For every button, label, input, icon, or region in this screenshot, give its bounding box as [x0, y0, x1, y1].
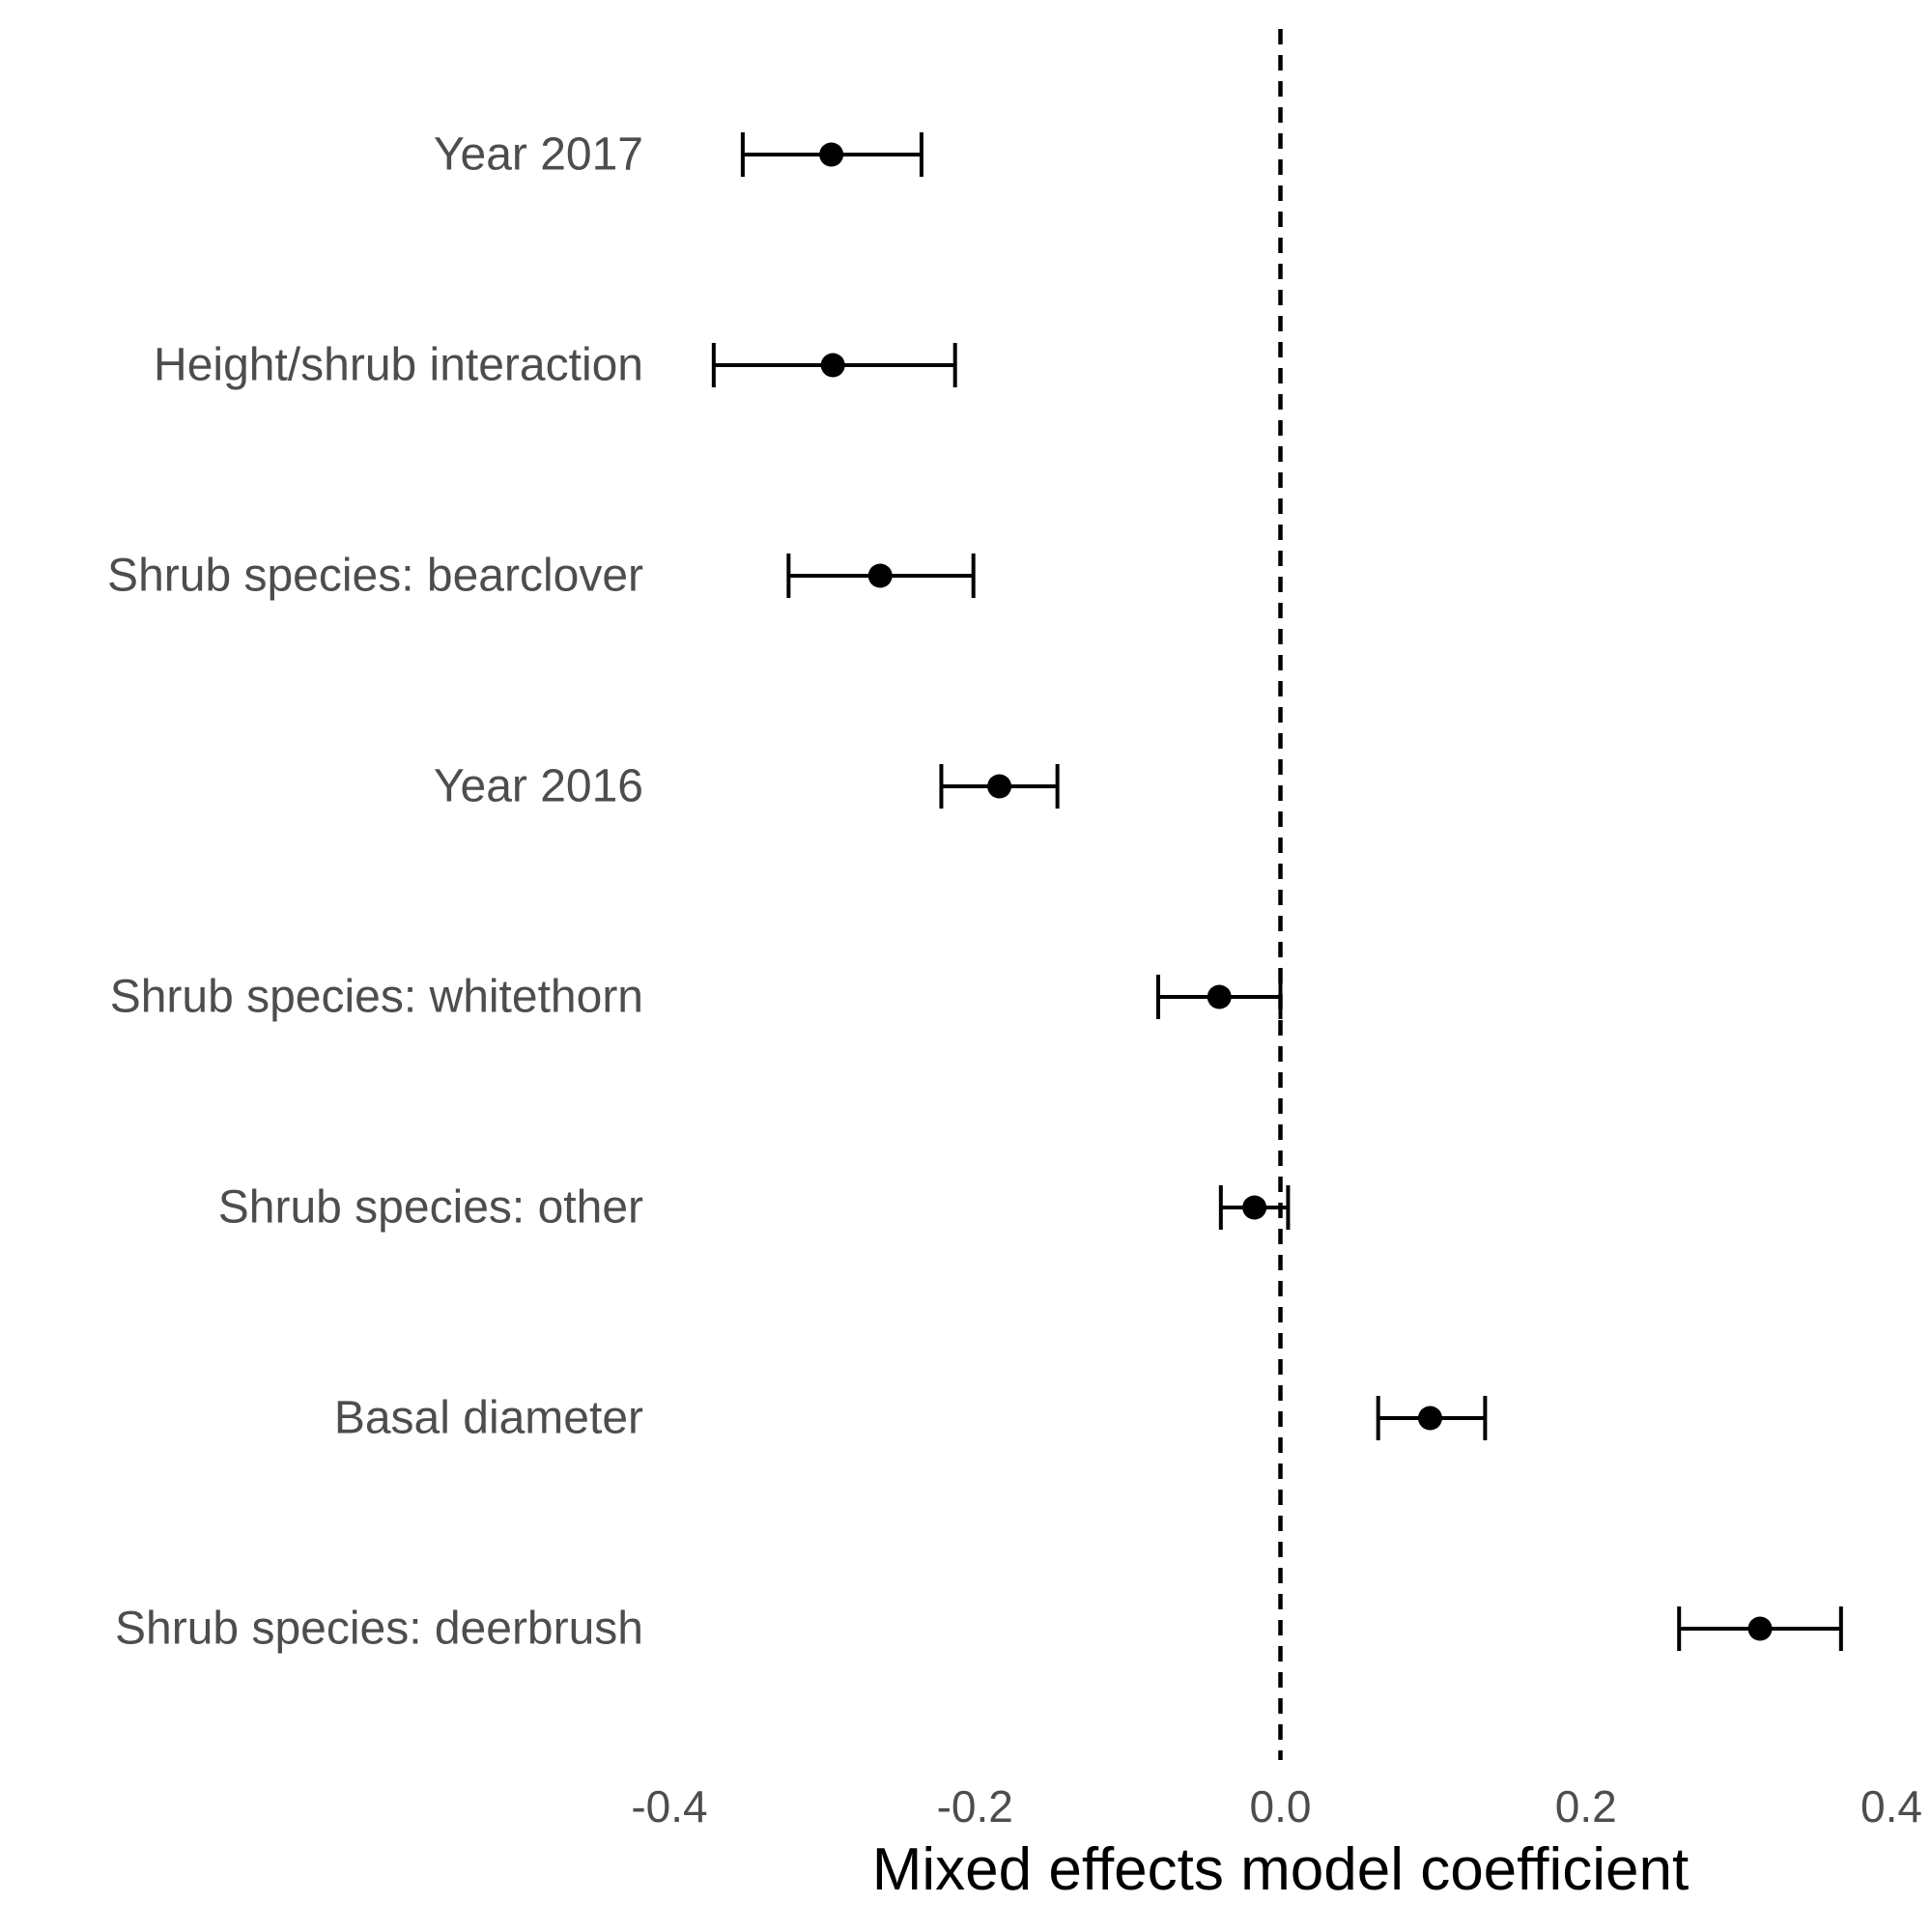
coefficient-row	[939, 764, 1060, 809]
coefficient-row	[711, 343, 957, 387]
coefficient-point	[867, 563, 893, 588]
coefficient-point	[1242, 1195, 1267, 1220]
x-tick-label: 0.2	[1555, 1781, 1617, 1832]
coefficient-point	[820, 353, 845, 378]
coefficient-row	[1376, 1396, 1488, 1440]
x-tick-labels: -0.4 -0.2 0.0 0.2 0.4	[631, 1781, 1922, 1832]
coefficient-row	[1156, 975, 1283, 1019]
category-label: Shrub species: bearclover	[107, 551, 643, 602]
category-label: Height/shrub interaction	[154, 340, 643, 391]
coefficient-point	[1207, 984, 1232, 1009]
x-tick-label: 0.0	[1250, 1781, 1312, 1832]
x-axis-title: Mixed effects model coefficient	[872, 1836, 1689, 1903]
category-label: Basal diameter	[334, 1393, 643, 1444]
category-label: Year 2016	[434, 761, 643, 812]
category-label: Shrub species: whitethorn	[110, 972, 643, 1023]
coefficient-row	[786, 554, 976, 598]
category-label: Year 2017	[434, 129, 643, 181]
x-tick-label: -0.4	[631, 1781, 707, 1832]
x-tick-label: -0.2	[937, 1781, 1013, 1832]
category-labels: Year 2017 Height/shrub interaction Shrub s…	[107, 129, 643, 1655]
coefficient-point	[819, 142, 844, 167]
coefficient-point	[1417, 1406, 1442, 1431]
coefficient-point	[987, 774, 1012, 799]
x-tick-label: 0.4	[1861, 1781, 1922, 1832]
coefficient-row	[1677, 1606, 1843, 1651]
coefficient-row	[740, 132, 923, 177]
coefficient-point	[1747, 1616, 1773, 1641]
coefficient-row	[1218, 1185, 1291, 1230]
coefficient-marks	[711, 132, 1843, 1651]
category-label: Shrub species: deerbrush	[115, 1604, 643, 1655]
category-label: Shrub species: other	[218, 1182, 643, 1234]
